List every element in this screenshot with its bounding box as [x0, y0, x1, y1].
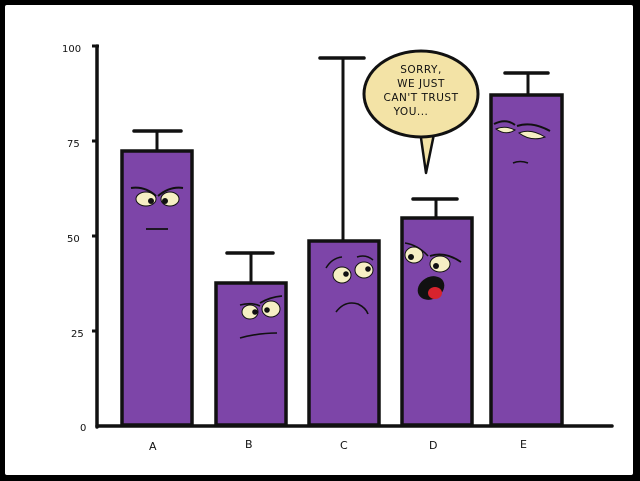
- bar-b: [214, 251, 288, 427]
- x-label-a: A: [149, 440, 157, 453]
- x-label-d: D: [429, 439, 437, 452]
- bubble-line-1: SORRY,: [400, 64, 442, 76]
- y-tick-75: 75: [67, 139, 80, 150]
- x-label-c: C: [340, 439, 348, 452]
- bubble-line-4: YOU...: [393, 106, 429, 118]
- bar-d: [400, 197, 474, 427]
- y-tick-0: 0: [80, 423, 86, 434]
- y-tick-100: 100: [62, 44, 81, 55]
- bubble-line-3: CAN'T TRUST: [384, 92, 459, 104]
- bar-c: [307, 56, 381, 427]
- bubble-line-2: WE JUST: [397, 78, 445, 90]
- bar-e: [489, 71, 564, 427]
- y-tick-50: 50: [67, 234, 80, 245]
- x-label-e: E: [520, 438, 527, 451]
- speech-bubble: SORRY, WE JUST CAN'T TRUST YOU...: [362, 49, 480, 175]
- bar-a: [120, 129, 194, 427]
- x-label-b: B: [245, 438, 253, 451]
- face-smug-icon: [493, 120, 551, 164]
- face-suspicious-icon: [239, 295, 283, 339]
- face-talking-icon: [404, 242, 462, 300]
- y-axis: 100 75 50 25 0: [62, 44, 99, 434]
- face-worried-icon: [325, 255, 374, 315]
- face-angry-icon: [130, 186, 184, 230]
- y-tick-25: 25: [71, 329, 84, 340]
- x-axis: A B C D E: [95, 424, 614, 453]
